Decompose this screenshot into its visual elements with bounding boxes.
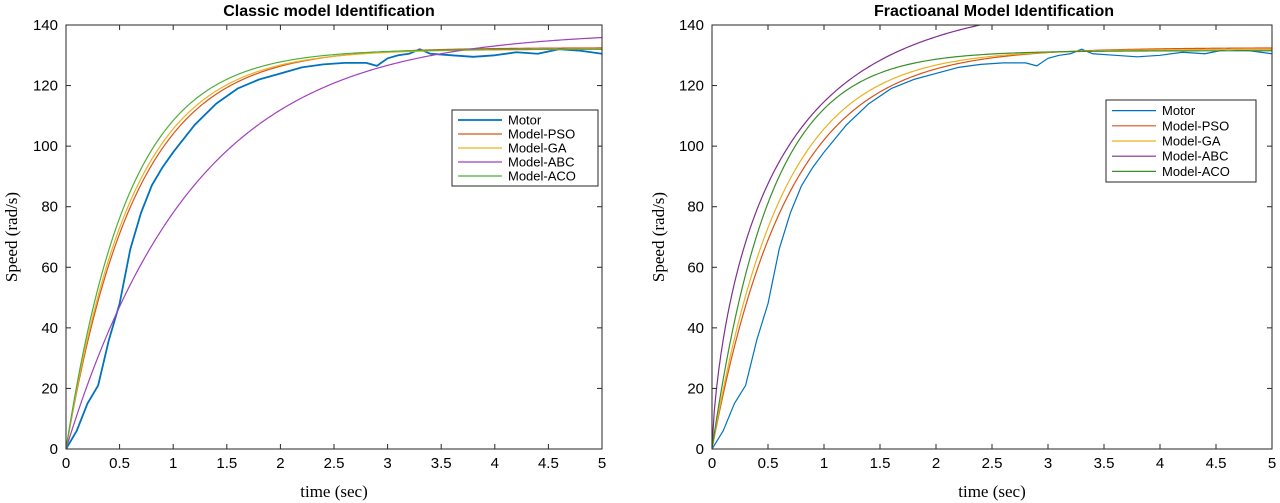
plot-area — [712, 25, 1272, 449]
series-model-ga-line — [712, 48, 1272, 449]
x-tick-label: 2.5 — [324, 455, 345, 472]
x-tick-label: 2 — [276, 455, 284, 472]
legend-label: Model-ABC — [1162, 149, 1228, 164]
x-tick-label: 4 — [1156, 455, 1164, 472]
series-motor-line — [66, 48, 602, 449]
chart-title: Classic model Identification — [223, 3, 435, 20]
legend-label: Model-PSO — [508, 127, 575, 142]
x-tick-label: 1.5 — [216, 455, 237, 472]
y-tick-label: 60 — [687, 259, 704, 276]
x-tick-label: 3.5 — [1094, 455, 1115, 472]
x-axis-label: time (sec) — [300, 482, 368, 501]
series-model-abc-line — [66, 36, 602, 449]
y-tick-label: 20 — [687, 380, 704, 397]
legend-label: Model-ACO — [1162, 164, 1230, 179]
y-axis-label: Speed (rad/s) — [2, 192, 21, 282]
y-tick-label: 40 — [687, 320, 704, 337]
y-tick-label: 140 — [679, 17, 704, 34]
y-tick-label: 0 — [696, 441, 704, 458]
legend-label: Model-GA — [1162, 134, 1221, 149]
legend-label: Model-ABC — [508, 155, 574, 170]
series-group — [66, 36, 602, 449]
legend-label: Motor — [508, 113, 542, 128]
x-axis-label: time (sec) — [958, 482, 1026, 501]
legend-label: Model-PSO — [1162, 118, 1229, 133]
x-tick-label: 0.5 — [109, 455, 130, 472]
legend-label: Model-ACO — [508, 169, 576, 184]
x-tick-label: 5 — [598, 455, 606, 472]
y-tick-label: 100 — [679, 138, 704, 155]
y-tick-label: 120 — [33, 78, 58, 95]
y-tick-label: 140 — [33, 17, 58, 34]
y-axis-label: Speed (rad/s) — [649, 192, 668, 282]
x-tick-label: 1.5 — [870, 455, 891, 472]
series-motor-line — [712, 48, 1272, 449]
x-tick-label: 3 — [1044, 455, 1052, 472]
x-tick-label: 4 — [491, 455, 499, 472]
x-tick-label: 3.5 — [431, 455, 452, 472]
y-tick-label: 40 — [41, 320, 58, 337]
x-tick-label: 2.5 — [982, 455, 1003, 472]
x-tick-label: 1 — [820, 455, 828, 472]
series-model-pso-line — [712, 47, 1272, 449]
y-tick-label: 80 — [687, 199, 704, 216]
y-tick-label: 100 — [33, 138, 58, 155]
chart-1: 0 0.5 1 1.5 2 2.5 3 3.5 4 4.5 5 0 20 40 60 80 100 120 140 C… — [2, 3, 606, 501]
chart-title: Fractioanal Model Identification — [874, 3, 1114, 20]
x-tick-label: 0.5 — [758, 455, 779, 472]
series-group — [712, 25, 1272, 449]
x-tick-label: 5 — [1268, 455, 1276, 472]
series-model-abc-line — [712, 25, 983, 449]
series-model-aco-line — [712, 50, 1272, 449]
x-tick-label: 3 — [383, 455, 391, 472]
y-tick-label: 0 — [50, 441, 58, 458]
x-tick-label: 2 — [932, 455, 940, 472]
chart-2: 0 0.5 1 1.5 2 2.5 3 3.5 4 4.5 5 0 20 40 60 80 100 120 140 F… — [649, 3, 1276, 501]
y-tick-label: 80 — [41, 199, 58, 216]
y-tick-label: 60 — [41, 259, 58, 276]
legend-label: Motor — [1162, 103, 1196, 118]
y-tick-label: 120 — [679, 78, 704, 95]
x-tick-label: 0 — [62, 455, 70, 472]
x-tick-label: 4.5 — [1206, 455, 1227, 472]
series-model-aco-line — [66, 48, 602, 449]
y-tick-label: 20 — [41, 380, 58, 397]
x-tick-label: 0 — [708, 455, 716, 472]
plot-area — [66, 25, 602, 449]
legend-label: Model-GA — [508, 141, 567, 156]
x-tick-label: 4.5 — [538, 455, 559, 472]
x-tick-label: 1 — [169, 455, 177, 472]
